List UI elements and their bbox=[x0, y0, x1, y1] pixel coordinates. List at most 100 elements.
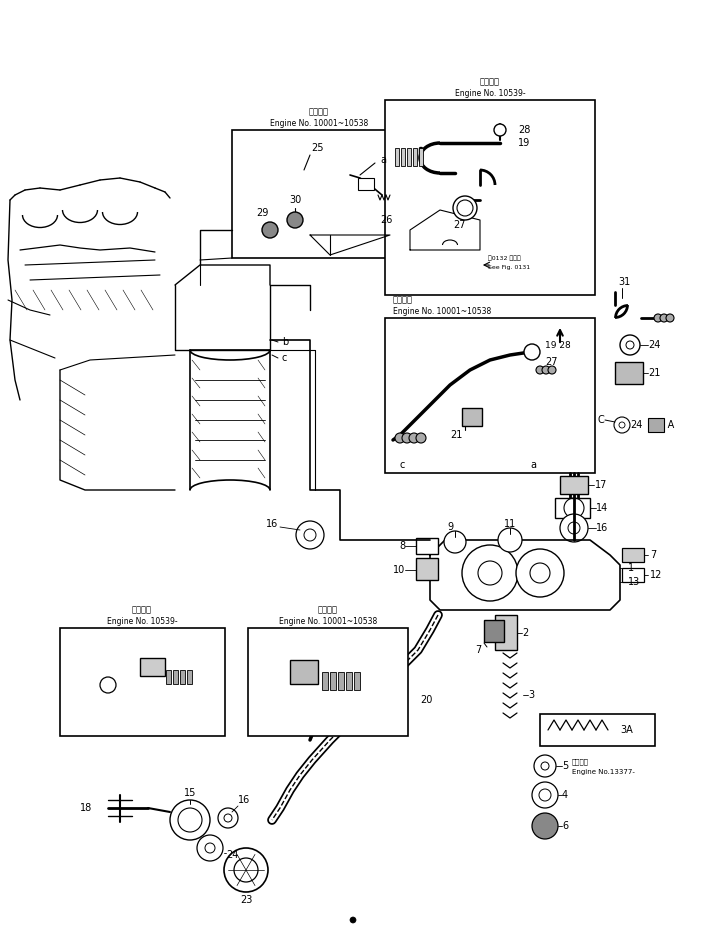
Text: 24: 24 bbox=[630, 420, 642, 430]
Text: Engine No. 10539-: Engine No. 10539- bbox=[455, 89, 525, 99]
Text: 31: 31 bbox=[618, 277, 630, 287]
Text: 7: 7 bbox=[650, 550, 657, 560]
Text: a: a bbox=[530, 460, 536, 470]
Text: 28: 28 bbox=[518, 125, 530, 135]
Circle shape bbox=[542, 366, 550, 374]
Text: 22: 22 bbox=[278, 643, 290, 653]
Text: 24: 24 bbox=[226, 850, 239, 860]
Circle shape bbox=[462, 545, 518, 601]
Text: 3: 3 bbox=[528, 690, 534, 700]
Text: 29: 29 bbox=[256, 208, 268, 218]
Circle shape bbox=[666, 314, 674, 322]
Circle shape bbox=[262, 222, 278, 238]
Text: c: c bbox=[400, 460, 405, 470]
Bar bbox=[322, 672, 328, 690]
Bar bbox=[358, 178, 374, 190]
Circle shape bbox=[100, 677, 116, 693]
Text: b: b bbox=[282, 337, 288, 347]
Circle shape bbox=[548, 366, 556, 374]
Text: c: c bbox=[282, 353, 287, 363]
Bar bbox=[385, 100, 595, 295]
Circle shape bbox=[560, 514, 588, 542]
Text: 5: 5 bbox=[562, 761, 568, 771]
Circle shape bbox=[516, 549, 564, 597]
Bar bbox=[555, 498, 590, 518]
Text: 11: 11 bbox=[504, 519, 516, 529]
Circle shape bbox=[409, 433, 419, 443]
Text: 適用号機: 適用号機 bbox=[480, 77, 500, 87]
Circle shape bbox=[178, 808, 202, 832]
Circle shape bbox=[620, 335, 640, 355]
Circle shape bbox=[234, 858, 258, 882]
Text: 適用号機: 適用号機 bbox=[572, 759, 589, 765]
Circle shape bbox=[660, 314, 668, 322]
Text: 21: 21 bbox=[648, 368, 660, 378]
Text: 25: 25 bbox=[312, 143, 324, 153]
Text: Engine No. 10001~10538: Engine No. 10001~10538 bbox=[393, 308, 491, 317]
Circle shape bbox=[218, 808, 238, 828]
Bar bbox=[330, 672, 336, 690]
Text: 30: 30 bbox=[289, 195, 301, 205]
Bar bbox=[140, 658, 165, 676]
Bar bbox=[560, 476, 588, 494]
Circle shape bbox=[224, 848, 268, 892]
Bar bbox=[60, 628, 225, 736]
Text: Engine No.13377-: Engine No.13377- bbox=[572, 769, 635, 775]
Circle shape bbox=[532, 813, 558, 839]
Text: a: a bbox=[380, 155, 386, 165]
Circle shape bbox=[494, 124, 506, 136]
Text: 12: 12 bbox=[650, 570, 662, 580]
Circle shape bbox=[197, 835, 223, 861]
Text: 4: 4 bbox=[562, 790, 568, 800]
Text: 8: 8 bbox=[399, 541, 405, 551]
Bar bbox=[385, 318, 595, 473]
Bar bbox=[622, 548, 644, 562]
Text: 16: 16 bbox=[238, 795, 250, 805]
Text: 適用号機: 適用号機 bbox=[132, 606, 152, 614]
Text: 9: 9 bbox=[447, 522, 453, 532]
Text: Engine No. 10539-: Engine No. 10539- bbox=[107, 618, 177, 626]
Text: 適用号機: 適用号機 bbox=[318, 606, 338, 614]
Text: 15: 15 bbox=[184, 788, 196, 798]
Text: 31: 31 bbox=[88, 663, 100, 673]
Circle shape bbox=[532, 782, 558, 808]
Circle shape bbox=[402, 433, 412, 443]
Text: 21: 21 bbox=[450, 430, 462, 440]
Bar bbox=[290, 660, 318, 684]
Circle shape bbox=[498, 528, 522, 552]
Circle shape bbox=[350, 917, 356, 923]
Text: Engine No. 10001~10538: Engine No. 10001~10538 bbox=[279, 618, 377, 626]
Bar bbox=[495, 615, 517, 650]
Text: b: b bbox=[262, 695, 268, 705]
Text: 27: 27 bbox=[545, 357, 558, 367]
Text: 24: 24 bbox=[648, 340, 660, 350]
Bar bbox=[622, 568, 644, 582]
Bar bbox=[180, 670, 185, 684]
Text: 6: 6 bbox=[562, 821, 568, 831]
Bar bbox=[540, 714, 655, 746]
Bar bbox=[354, 672, 360, 690]
Bar bbox=[166, 670, 171, 684]
Text: 16: 16 bbox=[266, 519, 278, 529]
Circle shape bbox=[444, 531, 466, 553]
Bar bbox=[338, 672, 344, 690]
Bar bbox=[615, 362, 643, 384]
Text: See Fig. 0131: See Fig. 0131 bbox=[488, 266, 530, 270]
Bar bbox=[173, 670, 178, 684]
Text: 8: 8 bbox=[380, 667, 386, 677]
Text: 3A: 3A bbox=[620, 725, 633, 735]
Text: 16: 16 bbox=[596, 523, 609, 533]
Circle shape bbox=[654, 314, 662, 322]
Text: 1: 1 bbox=[628, 563, 634, 573]
Circle shape bbox=[416, 433, 426, 443]
Circle shape bbox=[287, 212, 303, 228]
Text: Engine No. 10001~10538: Engine No. 10001~10538 bbox=[270, 119, 368, 129]
Text: 26: 26 bbox=[380, 215, 393, 225]
Bar bbox=[346, 672, 352, 690]
Text: 図0132 図参照: 図0132 図参照 bbox=[488, 255, 521, 261]
Text: 27: 27 bbox=[454, 220, 466, 230]
Text: C: C bbox=[598, 415, 605, 425]
Text: 22 A: 22 A bbox=[652, 420, 674, 430]
Circle shape bbox=[534, 755, 556, 777]
Circle shape bbox=[536, 366, 544, 374]
